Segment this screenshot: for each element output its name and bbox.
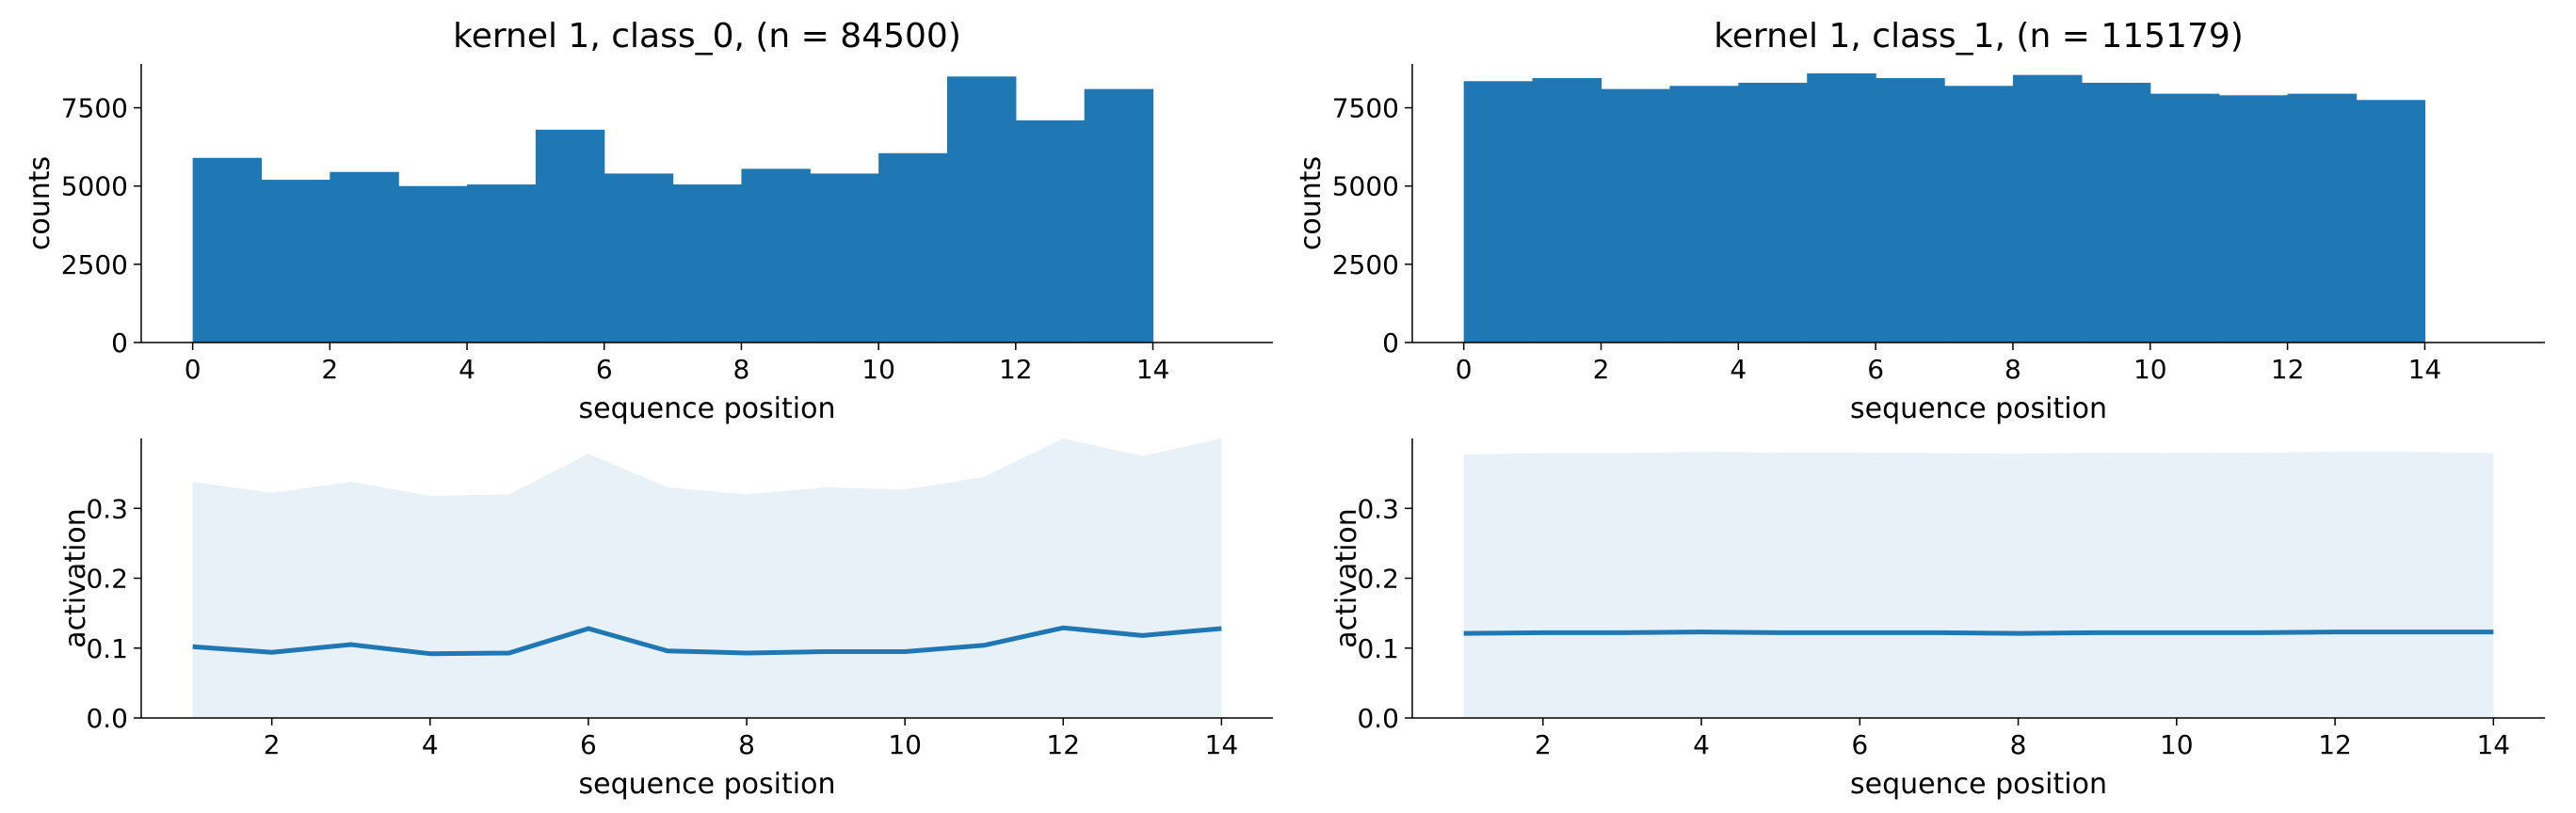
y-tick-label: 0: [1382, 327, 1399, 359]
x-tick-label: 14: [1205, 729, 1239, 760]
x-tick-label: 10: [888, 729, 922, 760]
y-tick-label: 0: [111, 327, 128, 359]
y-tick-label: 7500: [61, 93, 128, 124]
x-tick-label: 0: [185, 354, 201, 385]
histogram-bar: [2012, 74, 2083, 343]
histogram-bar: [535, 129, 605, 343]
activation-range-band: [192, 438, 1222, 718]
x-tick-label: 6: [1867, 354, 1884, 385]
x-tick-label: 8: [2010, 729, 2027, 760]
histogram-bar: [1738, 82, 1808, 343]
histogram-bar: [1944, 86, 2014, 343]
x-tick-label: 14: [2476, 729, 2510, 760]
x-tick-label: 2: [264, 729, 281, 760]
histogram-bar: [261, 180, 330, 343]
x-tick-label: 12: [999, 354, 1033, 385]
histogram-bar: [1601, 88, 1671, 343]
histogram-bar: [946, 76, 1017, 343]
chart-title: kernel 1, class_1, (n = 115179): [1714, 17, 2244, 56]
histogram-bar: [2287, 93, 2358, 343]
y-tick-label: 0.3: [1357, 493, 1399, 524]
y-tick-label: 5000: [1332, 171, 1399, 202]
histogram-bar: [398, 185, 468, 343]
y-tick-label: 0.3: [86, 493, 128, 524]
y-axis-label: activation: [1330, 508, 1363, 648]
histogram-bar: [2149, 93, 2220, 343]
x-tick-label: 14: [1136, 354, 1170, 385]
histogram-bar: [1084, 88, 1154, 343]
y-tick-label: 0.0: [1357, 703, 1399, 734]
histogram-bar: [741, 168, 811, 343]
histogram-bar: [1463, 81, 1534, 343]
x-axis-label: sequence position: [579, 768, 836, 801]
x-tick-label: 12: [2318, 729, 2352, 760]
x-tick-label: 6: [580, 729, 597, 760]
histogram-bar: [878, 152, 948, 343]
x-axis-label: sequence position: [579, 392, 836, 425]
y-tick-label: 7500: [1332, 93, 1399, 124]
x-tick-label: 8: [733, 354, 750, 385]
y-tick-label: 0.0: [86, 703, 128, 734]
x-tick-label: 2: [1593, 354, 1610, 385]
x-tick-label: 12: [1046, 729, 1080, 760]
y-tick-label: 0.1: [1357, 633, 1399, 664]
x-tick-label: 0: [1456, 354, 1473, 385]
histogram-bar: [2081, 82, 2151, 343]
x-tick-label: 6: [596, 354, 613, 385]
histogram-bar: [2356, 100, 2426, 343]
histogram-bar: [672, 184, 743, 343]
y-tick-label: 2500: [1332, 249, 1399, 280]
x-tick-label: 14: [2408, 354, 2442, 385]
y-axis-label: counts: [1295, 156, 1328, 250]
y-tick-label: 0.2: [1357, 564, 1399, 595]
histogram-bar: [467, 184, 537, 343]
x-tick-label: 10: [2133, 354, 2167, 385]
y-tick-label: 0.1: [86, 633, 128, 664]
x-tick-label: 4: [422, 729, 439, 760]
histogram-bar: [604, 173, 674, 343]
x-tick-label: 10: [2160, 729, 2194, 760]
x-tick-label: 2: [321, 354, 338, 385]
y-axis-label: activation: [59, 508, 92, 648]
histogram-bar: [1669, 86, 1739, 343]
x-axis-label: sequence position: [1850, 768, 2107, 801]
x-tick-label: 4: [1693, 729, 1710, 760]
x-tick-label: 2: [1535, 729, 1552, 760]
histogram-bar: [1807, 72, 1876, 343]
x-tick-label: 10: [861, 354, 895, 385]
y-tick-label: 2500: [61, 249, 128, 280]
y-axis-label: counts: [24, 156, 56, 250]
histogram-bar: [192, 157, 263, 343]
x-tick-label: 8: [2004, 354, 2021, 385]
histogram-bar: [1876, 77, 1945, 343]
x-axis-label: sequence position: [1850, 392, 2107, 425]
histogram-bar: [330, 171, 399, 343]
histogram-bar: [1532, 77, 1602, 343]
mean-activation-line: [192, 625, 1222, 657]
x-tick-label: 6: [1851, 729, 1868, 760]
mean-activation-line: [1463, 630, 2494, 636]
x-tick-label: 4: [459, 354, 475, 385]
histogram-bar: [810, 173, 879, 343]
histogram-bar: [1015, 120, 1086, 343]
y-tick-label: 5000: [61, 171, 128, 202]
histogram-bar: [2218, 95, 2289, 343]
activation-range-band: [1463, 452, 2494, 718]
x-tick-label: 12: [2271, 354, 2305, 385]
chart-title: kernel 1, class_0, (n = 84500): [453, 17, 961, 56]
x-tick-label: 4: [1730, 354, 1747, 385]
y-tick-label: 0.2: [86, 564, 128, 595]
x-tick-label: 8: [738, 729, 755, 760]
